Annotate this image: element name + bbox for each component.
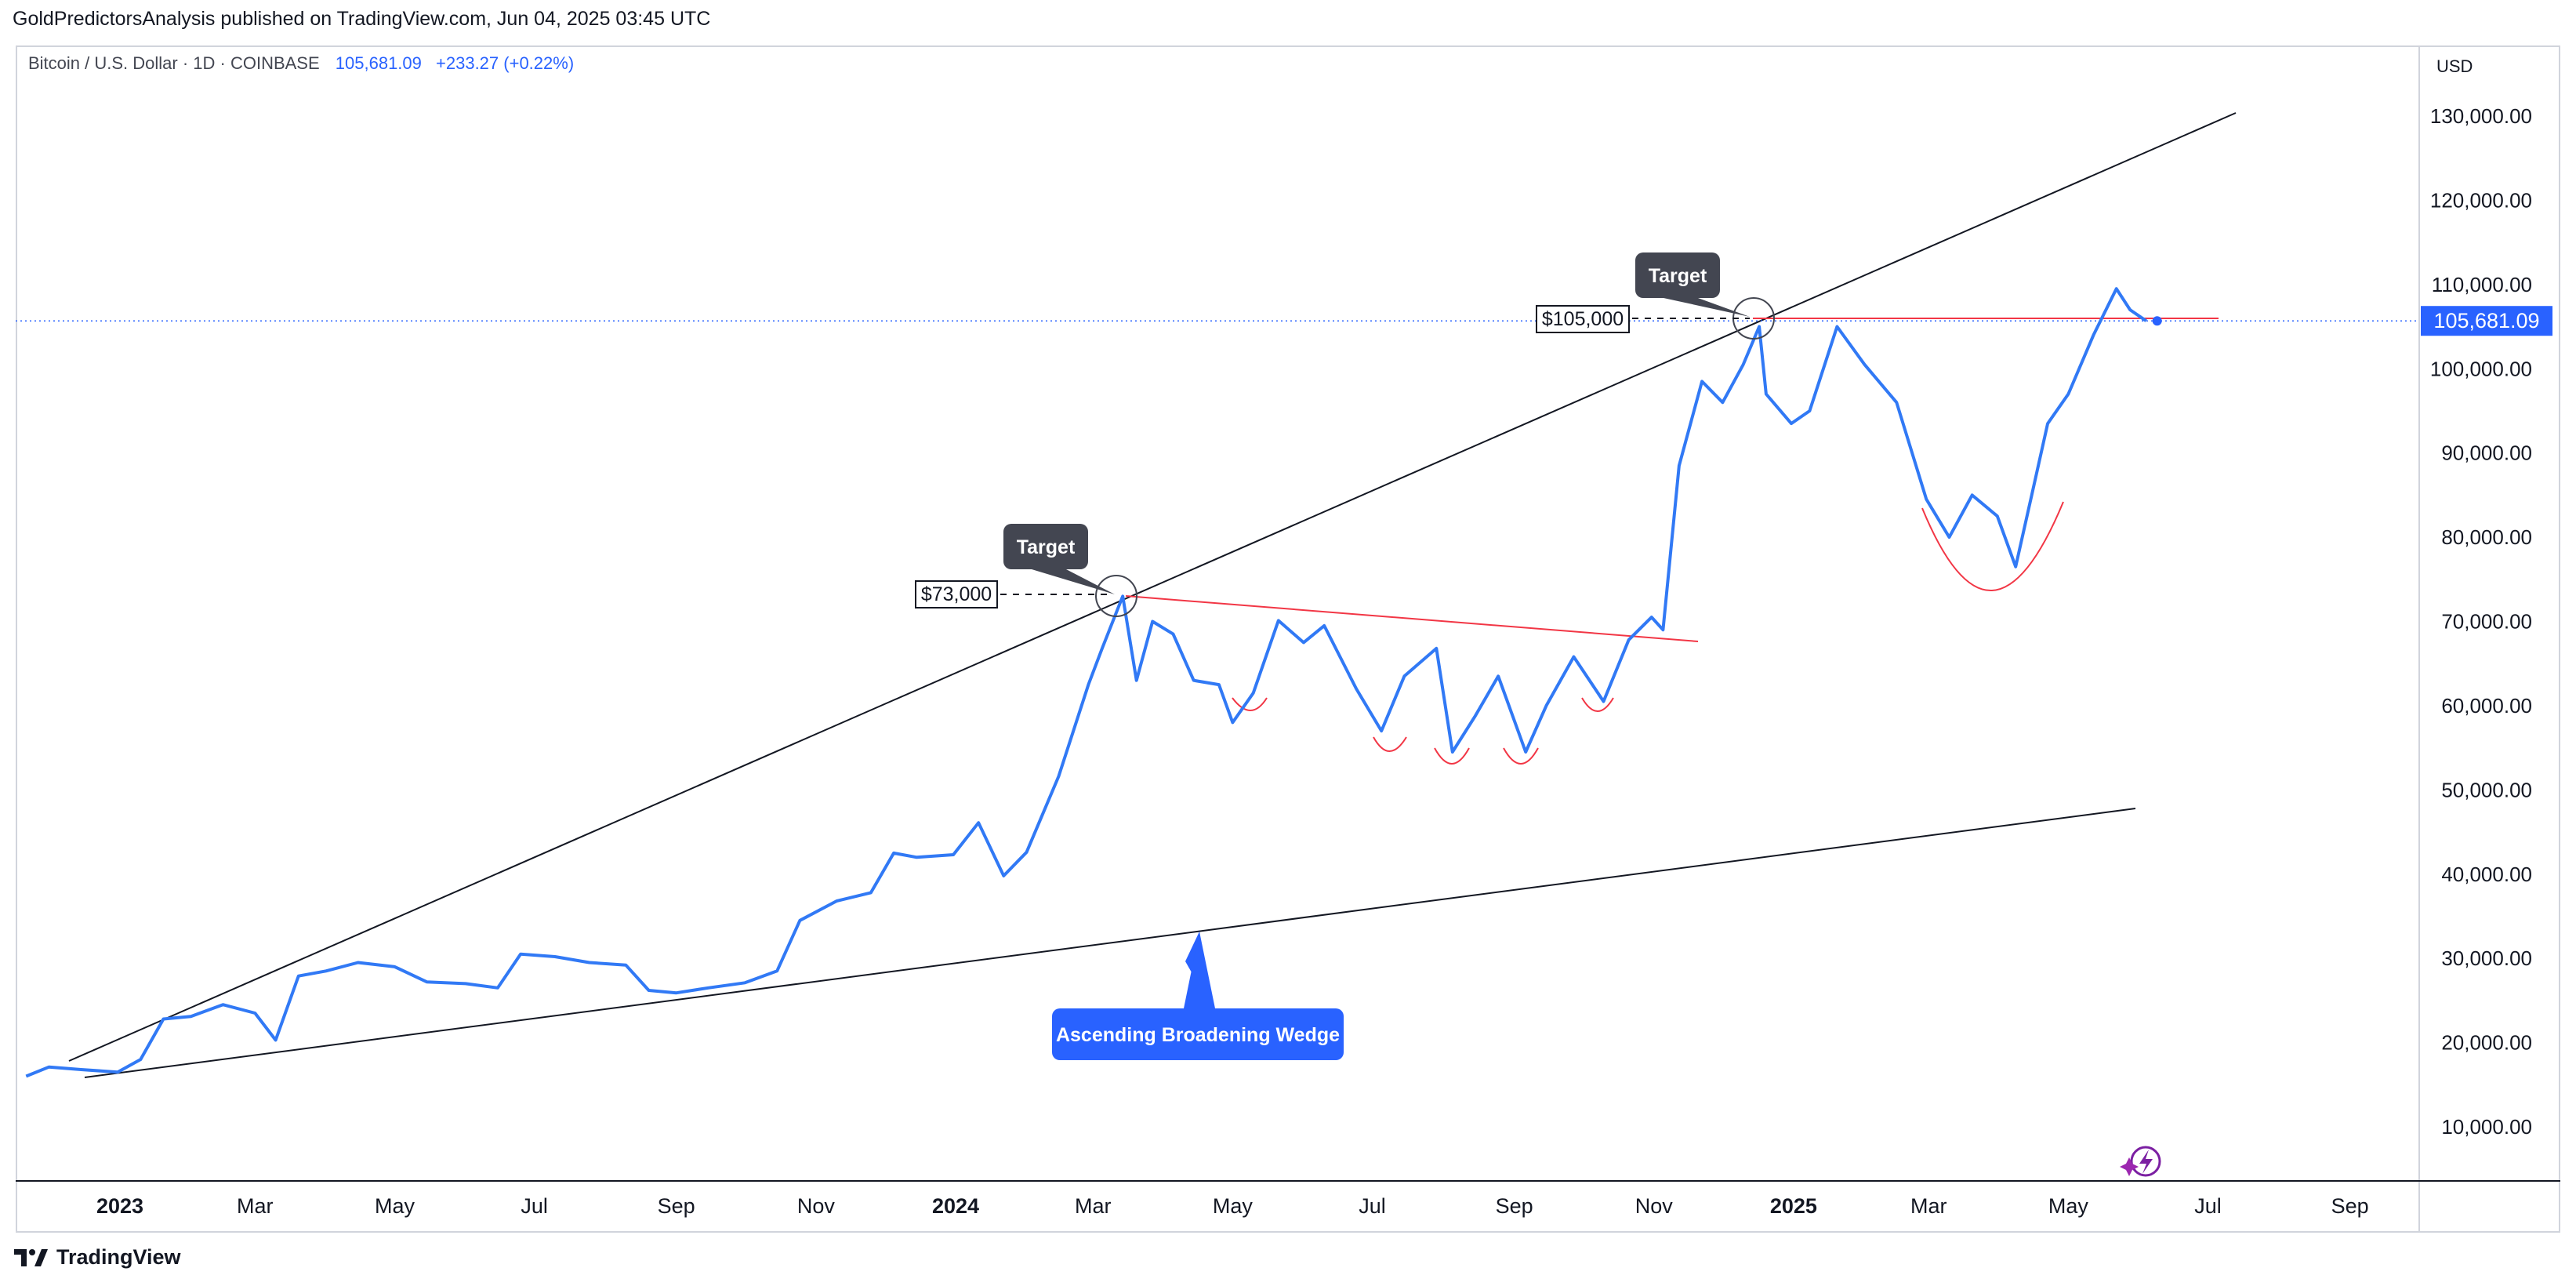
x-tick-label: May — [2048, 1194, 2089, 1218]
last-price-dot — [2152, 316, 2162, 326]
lightning-bolt-icon — [2139, 1150, 2153, 1174]
cup-pattern-arc — [1232, 697, 1268, 711]
y-tick-label: 40,000.00 — [2441, 863, 2532, 886]
cup-pattern-arc — [1373, 736, 1407, 752]
x-tick-label: Sep — [1496, 1194, 1533, 1218]
price-label-73000[interactable] — [915, 580, 998, 608]
y-tick-label: 80,000.00 — [2441, 525, 2532, 549]
price-label-105000-text: $105,000 — [1542, 308, 1624, 330]
x-tick-label: Nov — [797, 1194, 836, 1218]
brand-name: TradingView — [56, 1245, 181, 1269]
x-tick-label: Mar — [1075, 1194, 1112, 1218]
price-change: +233.27 (+0.22%) — [436, 53, 575, 73]
target-callout-2025-pointer — [1664, 298, 1750, 317]
x-tick-label: 2024 — [932, 1194, 979, 1218]
y-tick-label: 50,000.00 — [2441, 778, 2532, 801]
x-tick-label: May — [1213, 1194, 1254, 1218]
y-tick-label: 60,000.00 — [2441, 694, 2532, 717]
rounded-bottom-arc — [1921, 501, 2064, 591]
y-tick-label: 10,000.00 — [2441, 1115, 2532, 1139]
x-tick-label: Mar — [237, 1194, 274, 1218]
cup-pattern-arc — [1503, 747, 1539, 765]
price-label-73000-text: $73,000 — [921, 583, 992, 605]
target-callout-2024-pointer — [1032, 569, 1115, 594]
symbol-title: Bitcoin / U.S. Dollar · 1D · COINBASE — [28, 53, 320, 73]
x-tick-label: Jul — [2194, 1194, 2222, 1218]
target-circle — [1095, 575, 1137, 617]
x-tick-label: Jul — [521, 1194, 548, 1218]
x-tick-label: Sep — [2331, 1194, 2369, 1218]
wedge-upper-trendline — [68, 112, 2237, 1062]
current-price-tag[interactable] — [2421, 306, 2552, 336]
sparkle-icon — [2120, 1157, 2139, 1176]
y-tick-label: 20,000.00 — [2441, 1031, 2532, 1055]
x-tick-label: 2025 — [1770, 1194, 1817, 1218]
target-callout-2025[interactable] — [1635, 252, 1720, 298]
target-callout-2024-label: Target — [1017, 536, 1076, 558]
price-label-105000[interactable] — [1536, 305, 1630, 333]
wedge-lower-trendline — [84, 808, 2136, 1078]
y-tick-label: 90,000.00 — [2441, 441, 2532, 465]
publisher-attribution: GoldPredictorsAnalysis published on Trad… — [13, 8, 711, 30]
y-tick-label: 110,000.00 — [2432, 273, 2532, 296]
currency-label[interactable]: USD — [2436, 56, 2473, 76]
current-price-tag-label: 105,681.09 — [2433, 309, 2539, 332]
y-tick-label: 130,000.00 — [2430, 104, 2532, 128]
lightning-icon[interactable] — [2130, 1146, 2161, 1177]
y-tick-label: 120,000.00 — [2430, 188, 2532, 212]
target-callout-2025-label: Target — [1649, 265, 1707, 287]
last-price: 105,681.09 — [335, 53, 422, 73]
y-tick-label: 100,000.00 — [2430, 357, 2532, 380]
neckline-2024 — [1125, 595, 1699, 642]
symbol-legend[interactable]: Bitcoin / U.S. Dollar · 1D · COINBASE 10… — [28, 53, 574, 74]
price-series-line[interactable] — [25, 287, 2147, 1078]
x-tick-label: 2023 — [96, 1194, 143, 1218]
target-callout-2024[interactable] — [1003, 524, 1088, 569]
footer: TradingView — [14, 1245, 181, 1270]
x-tick-label: Sep — [658, 1194, 695, 1218]
wedge-label-pointer-stem — [1184, 932, 1215, 1008]
y-tick-label: 30,000.00 — [2441, 946, 2532, 970]
cup-pattern-arc — [1581, 697, 1614, 712]
wedge-label-text: Ascending Broadening Wedge — [1056, 1024, 1340, 1046]
wedge-label[interactable] — [1052, 1008, 1344, 1060]
cup-pattern-arc — [1434, 747, 1470, 765]
x-tick-label: Jul — [1359, 1194, 1386, 1218]
y-tick-label: 70,000.00 — [2441, 610, 2532, 634]
x-tick-label: Nov — [1635, 1194, 1674, 1218]
x-tick-label: Mar — [1910, 1194, 1947, 1218]
x-tick-label: May — [375, 1194, 415, 1218]
tradingview-logo-icon — [14, 1248, 48, 1266]
